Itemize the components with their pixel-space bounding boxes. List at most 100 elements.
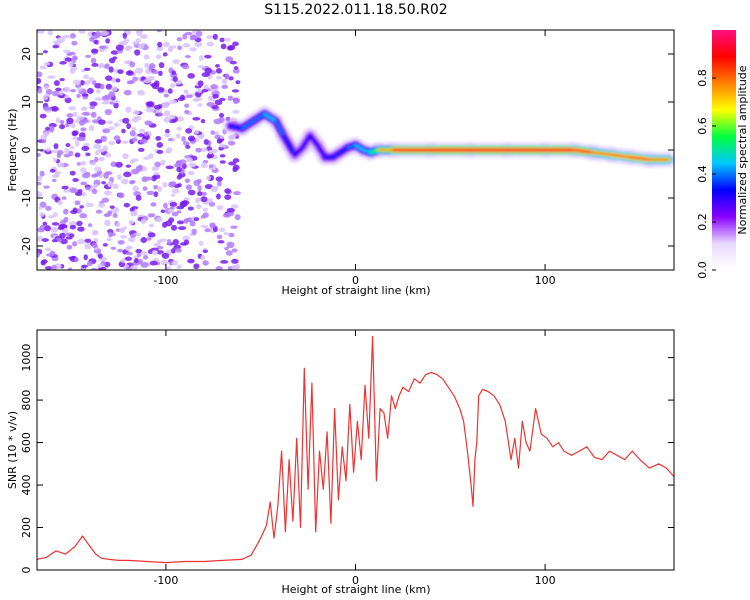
noise-dot: [193, 263, 200, 270]
noise-dot: [197, 80, 204, 87]
noise-dot: [56, 149, 64, 156]
noise-dot: [91, 161, 97, 166]
noise-dot: [206, 101, 215, 107]
noise-dot: [120, 234, 128, 239]
noise-dot: [72, 177, 79, 183]
noise-dot: [200, 162, 208, 169]
noise-dot: [231, 89, 240, 93]
x-tick-label: 100: [535, 574, 556, 587]
noise-dot: [153, 80, 160, 87]
noise-dot: [206, 175, 212, 181]
noise-dot: [63, 153, 71, 158]
noise-dot: [81, 264, 89, 268]
noise-dot: [113, 122, 120, 127]
figure-title: S115.2022.011.18.50.R02: [264, 2, 447, 18]
noise-dot: [84, 243, 92, 250]
noise-dot: [144, 176, 153, 181]
noise-dot: [63, 208, 69, 215]
noise-dot: [202, 249, 208, 254]
noise-dot: [195, 197, 202, 202]
noise-dot: [200, 254, 206, 261]
noise-dot: [41, 138, 47, 144]
noise-dot: [148, 223, 154, 228]
noise-dot: [45, 147, 51, 152]
noise-dot: [115, 44, 124, 51]
noise-dot: [70, 88, 77, 93]
noise-dot: [157, 185, 163, 192]
noise-dot: [112, 183, 119, 189]
noise-dot: [208, 164, 214, 169]
noise-dot: [213, 118, 222, 125]
ridge-core: [316, 143, 327, 159]
noise-dot: [159, 238, 168, 242]
noise-dot: [84, 54, 92, 59]
noise-dot: [124, 256, 133, 261]
x-tick-label: 0: [352, 274, 359, 287]
noise-dot: [69, 68, 76, 74]
noise-dot: [37, 71, 43, 78]
noise-dot: [212, 33, 218, 40]
noise-dot: [198, 240, 204, 246]
noise-dot: [85, 202, 94, 208]
noise-dot: [83, 67, 91, 71]
noise-dot: [129, 130, 136, 137]
noise-dot: [37, 153, 41, 157]
noise-dot: [125, 70, 134, 76]
noise-dot: [155, 217, 163, 223]
noise-dot: [80, 106, 88, 112]
noise-dot: [87, 87, 94, 94]
noise-dot: [66, 244, 73, 250]
noise-dot: [176, 37, 183, 42]
noise-dot: [83, 142, 90, 147]
noise-dot: [37, 181, 42, 186]
noise-dot: [51, 105, 59, 112]
noise-dot: [210, 130, 215, 135]
noise-dot: [225, 56, 234, 63]
noise-dot: [50, 227, 59, 233]
ridge-core: [263, 112, 278, 123]
noise-dot: [165, 149, 171, 154]
noise-dot: [51, 264, 57, 270]
noise-dot: [226, 45, 234, 51]
ridge-core: [282, 134, 291, 147]
noise-dot: [230, 225, 238, 229]
noise-dot: [76, 208, 82, 214]
noise-dot: [227, 140, 236, 146]
noise-dot: [171, 211, 179, 217]
noise-dot: [37, 192, 43, 197]
snr-line: [37, 335, 674, 564]
noise-dot: [83, 74, 89, 80]
noise-dot: [163, 93, 169, 98]
noise-dot: [69, 145, 75, 150]
noise-dot: [214, 99, 223, 106]
noise-dot: [162, 41, 170, 48]
noise-dot: [185, 128, 193, 134]
noise-dot: [230, 204, 239, 209]
y-tick-label: 1000: [20, 344, 33, 372]
noise-dot: [68, 51, 76, 56]
noise-dot: [39, 212, 45, 217]
noise-dot: [38, 206, 43, 210]
noise-dot: [160, 209, 166, 214]
noise-dot: [219, 37, 225, 43]
noise-dot: [216, 193, 221, 200]
noise-dot: [216, 205, 224, 211]
noise-dot: [69, 187, 78, 194]
noise-dot: [175, 248, 182, 253]
noise-dot: [153, 174, 161, 180]
noise-dot: [194, 129, 199, 135]
noise-dot: [72, 111, 78, 118]
colorbar-tick-label: 0.6: [696, 117, 709, 135]
ridge-core: [369, 148, 380, 154]
noise-dot: [222, 213, 232, 218]
noise-dot: [84, 80, 91, 85]
noise-dot: [66, 113, 74, 118]
noise-dot: [56, 162, 65, 168]
noise-dot: [65, 232, 71, 237]
noise-dot: [53, 80, 60, 86]
noise-dot: [39, 113, 47, 119]
noise-dot: [44, 225, 51, 232]
noise-dot: [125, 266, 132, 270]
noise-dot: [93, 183, 99, 188]
